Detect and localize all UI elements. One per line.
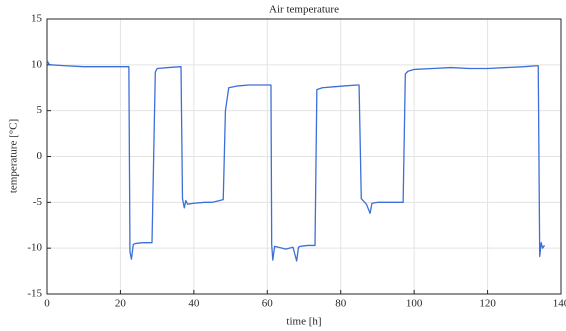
- y-tick-label: -5: [33, 196, 43, 208]
- x-axis-label: time [h]: [286, 316, 321, 328]
- x-tick-label: 20: [115, 298, 127, 310]
- y-tick-label: -15: [27, 288, 42, 300]
- y-axis-label: temperature [°C]: [8, 119, 20, 193]
- y-tick-label: 5: [37, 104, 43, 116]
- data-line: [46, 59, 546, 262]
- y-tick-label: 10: [31, 58, 43, 70]
- plot-frame: [46, 18, 562, 295]
- chart-title: Air temperature: [269, 4, 339, 16]
- x-tick-label: 100: [406, 298, 423, 310]
- y-tick-label: -10: [27, 242, 42, 254]
- x-tick-label: 120: [479, 298, 496, 310]
- x-tick-label: 80: [335, 298, 347, 310]
- x-tick-label: 40: [188, 298, 200, 310]
- x-tick-label: 60: [262, 298, 274, 310]
- x-tick-label: 140: [553, 298, 566, 310]
- x-tick-label: 0: [44, 298, 50, 310]
- y-tick-label: 0: [37, 150, 43, 162]
- y-tick-label: 15: [31, 13, 43, 25]
